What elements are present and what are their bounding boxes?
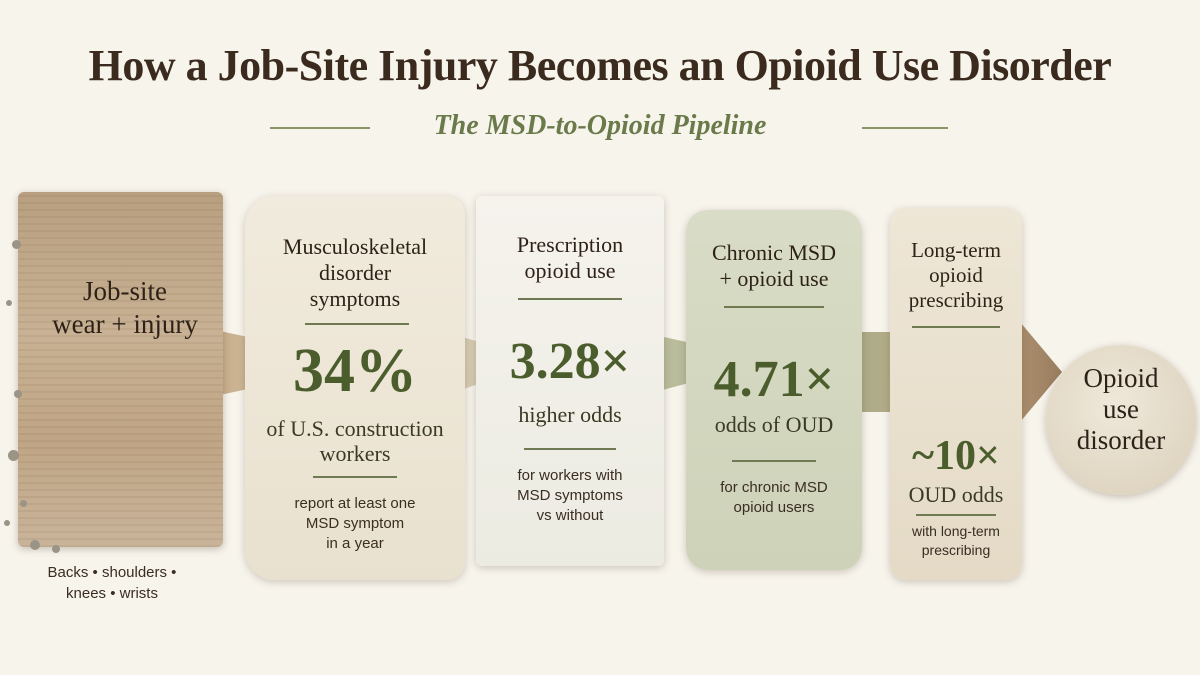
stage-stat: ~10× bbox=[912, 433, 1000, 479]
separator bbox=[313, 476, 397, 478]
stage-stat-desc: of U.S. construction workers bbox=[245, 416, 465, 466]
stat-desc-line: of U.S. construction bbox=[266, 416, 444, 441]
separator bbox=[524, 448, 616, 450]
page-title: How a Job-Site Injury Becomes an Opioid … bbox=[88, 41, 1112, 90]
page-subtitle: The MSD-to-Opioid Pipeline bbox=[433, 110, 767, 141]
stage-heading-line: disorder bbox=[318, 260, 392, 285]
stage-heading-line: Musculoskeletal bbox=[282, 234, 428, 259]
stage-stat-desc: odds of OUD bbox=[686, 412, 862, 437]
subtitle-row: The MSD-to-Opioid Pipeline bbox=[0, 110, 1200, 146]
stage-heading-line: opioid bbox=[929, 263, 983, 287]
end-label-line: use bbox=[1103, 394, 1139, 424]
start-footnote-line1: Backs • shoulders • bbox=[47, 564, 177, 581]
note-line: vs without bbox=[536, 507, 604, 524]
stage-note: report at least one MSD symptom in a yea… bbox=[245, 494, 465, 554]
stage-heading-line: symptoms bbox=[309, 286, 401, 311]
stage-stat-desc: higher odds bbox=[476, 402, 664, 427]
separator bbox=[732, 460, 816, 462]
note-line: for chronic MSD bbox=[720, 479, 828, 496]
note-line: opioid users bbox=[733, 499, 815, 516]
note-line: in a year bbox=[326, 535, 384, 552]
stat-desc-line: workers bbox=[319, 441, 391, 466]
stage-heading-line: + opioid use bbox=[719, 266, 829, 291]
stage-card-prescription-opioid: Prescription opioid use 3.28× higher odd… bbox=[476, 196, 664, 566]
end-label-line: Opioid bbox=[1083, 363, 1159, 393]
start-label-line2: wear + injury bbox=[52, 309, 198, 339]
subtitle-rule-left bbox=[270, 127, 370, 129]
stage-heading-line: Prescription bbox=[516, 232, 624, 257]
note-line: report at least one bbox=[294, 495, 416, 512]
stage-heading-line: Chronic MSD bbox=[711, 240, 837, 265]
end-label-line: disorder bbox=[1076, 425, 1166, 455]
separator bbox=[916, 514, 996, 516]
stage-heading: Chronic MSD + opioid use bbox=[686, 240, 862, 292]
note-line: MSD symptoms bbox=[517, 487, 623, 504]
stage-stat: 3.28× bbox=[509, 333, 631, 390]
stage-note: for workers with MSD symptoms vs without bbox=[476, 466, 664, 526]
stage-heading: Long-term opioid prescribing bbox=[890, 238, 1022, 313]
stage-note: with long-term prescribing bbox=[890, 522, 1022, 560]
stat-desc-line: OUD odds bbox=[908, 482, 1004, 507]
subtitle-rule-right bbox=[862, 127, 948, 129]
separator bbox=[518, 298, 622, 300]
stage-heading-line: Long-term bbox=[911, 238, 1001, 262]
start-label-line1: Job-site bbox=[83, 276, 167, 306]
stage-stat: 34% bbox=[293, 337, 417, 405]
separator bbox=[724, 306, 824, 308]
stage-card-msd-symptoms: Musculoskeletal disorder symptoms 34% of… bbox=[245, 196, 465, 580]
end-circle-opioid-use-disorder: Opioid use disorder bbox=[1046, 345, 1196, 495]
note-line: for workers with bbox=[517, 467, 623, 484]
note-line: prescribing bbox=[921, 542, 991, 558]
stage-heading-line: opioid use bbox=[524, 258, 616, 283]
separator bbox=[912, 326, 1000, 328]
start-footnote: Backs • shoulders • knees • wrists bbox=[22, 562, 202, 604]
stat-desc-line: higher odds bbox=[518, 402, 622, 427]
note-line: MSD symptom bbox=[305, 515, 405, 532]
stage-stat-desc: OUD odds bbox=[890, 482, 1022, 507]
separator bbox=[305, 323, 409, 325]
stage-card-long-term-prescribing: Long-term opioid prescribing ~10× OUD od… bbox=[890, 208, 1022, 580]
stat-desc-line: odds of OUD bbox=[714, 412, 834, 437]
start-footnote-line2: knees • wrists bbox=[66, 585, 158, 602]
job-site-wood-panel bbox=[18, 192, 223, 547]
stage-note: for chronic MSD opioid users bbox=[686, 478, 862, 518]
stage-card-chronic-msd: Chronic MSD + opioid use 4.71× odds of O… bbox=[686, 210, 862, 570]
start-label: Job-site wear + injury bbox=[30, 275, 220, 341]
stage-heading-line: prescribing bbox=[908, 288, 1004, 312]
stage-stat: 4.71× bbox=[713, 351, 835, 408]
stage-heading: Musculoskeletal disorder symptoms bbox=[245, 234, 465, 312]
note-line: with long-term bbox=[912, 523, 1000, 539]
stage-heading: Prescription opioid use bbox=[476, 232, 664, 284]
end-label: Opioid use disorder bbox=[1046, 363, 1196, 456]
